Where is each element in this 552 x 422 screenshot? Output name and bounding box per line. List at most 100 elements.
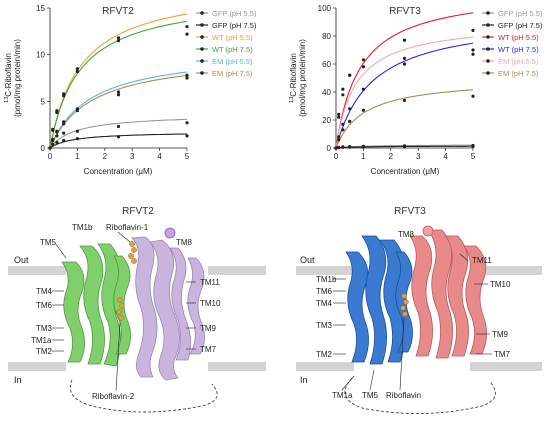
- legend-entry-label: EM (pH 5.5): [498, 57, 539, 66]
- data-point-2-4: [75, 67, 79, 71]
- data-point-3-4: [361, 87, 365, 91]
- data-point-5-5: [116, 93, 121, 97]
- label-tm11: TM11: [472, 256, 492, 265]
- legend-entry-label: WT (pH 5.5): [498, 33, 539, 42]
- data-point-2-5: [402, 38, 407, 42]
- svg-text:13C-Riboflavin: 13C-Riboflavin: [289, 53, 298, 103]
- data-point-4-2: [341, 87, 345, 91]
- data-point-3-2: [55, 110, 59, 115]
- c-domain-helices: [131, 236, 205, 381]
- label-tm5: TM5: [40, 238, 57, 247]
- x-tick-label: 3: [416, 152, 421, 161]
- membrane-out-bar-left: [296, 266, 354, 275]
- membrane-out-bar-left: [8, 266, 66, 275]
- label-riboflavin: Riboflavin: [386, 391, 421, 400]
- c-domain-helices: [409, 229, 487, 359]
- data-point-5-6: [471, 94, 475, 98]
- legend-swatch-marker: [200, 35, 204, 39]
- data-point-2-5: [116, 36, 121, 40]
- y-tick-label: 0: [327, 144, 332, 153]
- x-tick-label: 0: [48, 152, 53, 161]
- legend-swatch-marker: [486, 23, 490, 27]
- chart-curves: [335, 12, 474, 149]
- x-tick-label: 5: [471, 152, 476, 161]
- series-curve-5: [335, 89, 474, 149]
- riboflavin-ligand: [400, 293, 409, 317]
- legend-entry-label: WT (pH 7.5): [498, 45, 539, 54]
- label-tm1b: TM1b: [72, 223, 93, 232]
- y-tick-label: 100: [318, 4, 332, 13]
- structure-title: RFVT3: [394, 206, 426, 217]
- label-tm3: TM3: [316, 321, 333, 330]
- y-axis-label-main: C-Riboflavin: [4, 53, 13, 97]
- x-axis-label: Concentration (μM): [371, 167, 440, 176]
- data-point-3-3: [348, 107, 352, 111]
- y-tick-label: 10: [36, 51, 45, 60]
- data-point-0-6: [185, 121, 189, 125]
- label-tm8: TM8: [176, 238, 193, 247]
- legend-entry-label: WT (pH 5.5): [212, 33, 253, 42]
- svg-text:13C-Riboflavin: 13C-Riboflavin: [4, 53, 13, 103]
- label-tm4: TM4: [36, 287, 53, 296]
- series-curve-3: [335, 42, 474, 149]
- label-tm5: TM5: [362, 391, 379, 400]
- legend-swatch-marker: [486, 35, 490, 39]
- legend-swatch-marker: [486, 47, 490, 51]
- label-leaders: [333, 253, 492, 391]
- data-point-0-5: [116, 124, 121, 129]
- y-axis-label: 13C-Riboflavin (pmol/mg protein/min): [4, 39, 22, 117]
- label-tm9: TM9: [200, 324, 217, 333]
- y-tick-label: 20: [322, 116, 331, 125]
- label-tm1b: TM1b: [316, 275, 337, 284]
- rfvt3-structure-panel: RFVT3 Out In TM8 TM1b TM6 TM4 TM3 T: [296, 206, 542, 414]
- data-point-1-2: [55, 140, 59, 144]
- y-tick-label: 60: [322, 60, 331, 69]
- label-tm7: TM7: [494, 350, 511, 359]
- legend-swatch-marker: [486, 59, 490, 63]
- data-point-3-5: [116, 39, 121, 43]
- label-tm2: TM2: [36, 347, 53, 356]
- x-tick-label: 2: [389, 152, 394, 161]
- data-point-0-2: [55, 134, 59, 138]
- legend-swatch-marker: [486, 11, 490, 15]
- data-point-5-3: [62, 122, 66, 126]
- data-point-3-1: [337, 135, 341, 139]
- data-point-5-4: [75, 109, 79, 113]
- data-point-3-3: [62, 94, 66, 98]
- data-point-5-3: [348, 119, 352, 123]
- y-tick-label: 0: [41, 144, 46, 153]
- chart-legend: GFP (pH 5.5) GFP (pH 7.5) WT (pH 5.5) WT (p…: [482, 9, 543, 78]
- data-point-3-4: [75, 69, 79, 74]
- y-axis-label-sup: 13: [4, 97, 10, 103]
- rfvt2-structure-panel: RFVT2 Out In TM1b: [8, 206, 266, 413]
- y-axis-label-main: C-Riboflavin: [289, 53, 298, 97]
- data-point-4-4: [361, 65, 365, 69]
- data-point-1-4: [361, 145, 365, 149]
- data-point-5-4: [361, 108, 365, 112]
- structure-title: RFVT2: [122, 206, 154, 217]
- label-tm2: TM2: [316, 350, 333, 359]
- data-point-1-6: [185, 134, 189, 138]
- data-point-3-5: [402, 62, 407, 66]
- label-tm6: TM6: [316, 287, 333, 296]
- y-axis-label-units: (pmol/mg protein/min): [298, 39, 307, 117]
- rfvt3-chart: RFVT3 0 1 2 3 4 5 0 20 40 60 80 100 Concentration (…: [289, 4, 543, 176]
- data-point-5-0: [334, 146, 338, 150]
- y-tick-label: 15: [36, 4, 45, 13]
- membrane-in-bar-left: [8, 362, 66, 371]
- out-label: Out: [300, 255, 315, 265]
- data-point-4-5: [116, 90, 121, 94]
- label-tm6: TM6: [36, 301, 53, 310]
- data-point-3-2: [341, 122, 345, 126]
- label-riboflavin-2: Riboflavin-2: [92, 392, 135, 401]
- data-point-5-5: [402, 98, 407, 102]
- data-point-0-3: [62, 131, 66, 135]
- legend-swatch-marker: [200, 11, 204, 15]
- data-point-1-6: [471, 144, 475, 149]
- series-curve-2: [49, 13, 188, 149]
- data-point-1-3: [348, 145, 352, 149]
- label-tm10: TM10: [200, 299, 221, 308]
- legend-swatch-marker: [200, 59, 204, 63]
- series-curve-0: [49, 118, 187, 149]
